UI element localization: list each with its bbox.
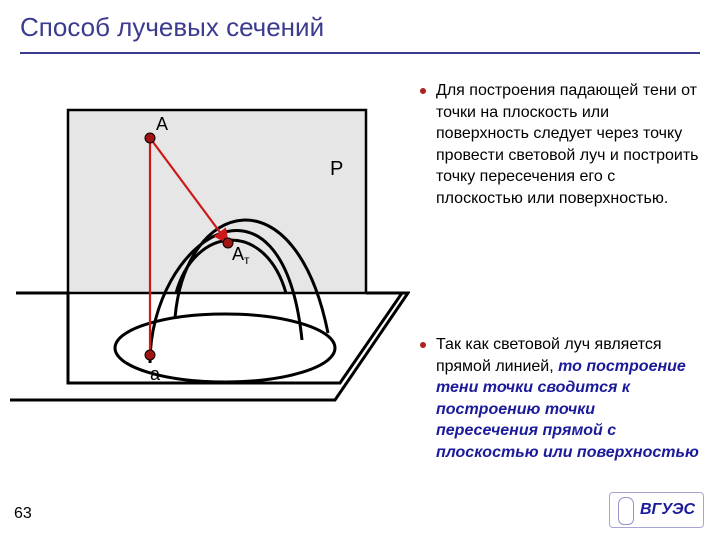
footer-logo: ВГУЭС [609, 492, 704, 528]
logo-figure-icon [614, 495, 636, 525]
page-title: Способ лучевых сечений [20, 12, 324, 43]
page-number: 63 [14, 506, 32, 522]
bullet-1: Для построения падающей тени от точки на… [420, 80, 700, 218]
bullet-dot-icon [420, 88, 426, 94]
title-underline [20, 52, 700, 54]
ground-plane-outline [10, 293, 408, 400]
logo-text: ВГУЭС [640, 501, 695, 519]
bullet-2-text: Так как световой луч является прямой лин… [436, 334, 700, 464]
bullet-2: Так как световой луч является прямой лин… [420, 334, 700, 472]
label-A: A [156, 114, 168, 134]
plane-P [68, 110, 366, 293]
label-a: a [150, 364, 161, 384]
diagram: A Aт a Р [10, 80, 410, 420]
bullet-dot-icon [420, 342, 426, 348]
cone-base [115, 314, 335, 382]
label-P: Р [330, 158, 343, 180]
bullet-1-text: Для построения падающей тени от точки на… [436, 80, 700, 210]
title-text: Способ лучевых сечений [20, 12, 324, 42]
point-a [145, 350, 155, 360]
point-A [145, 133, 155, 143]
